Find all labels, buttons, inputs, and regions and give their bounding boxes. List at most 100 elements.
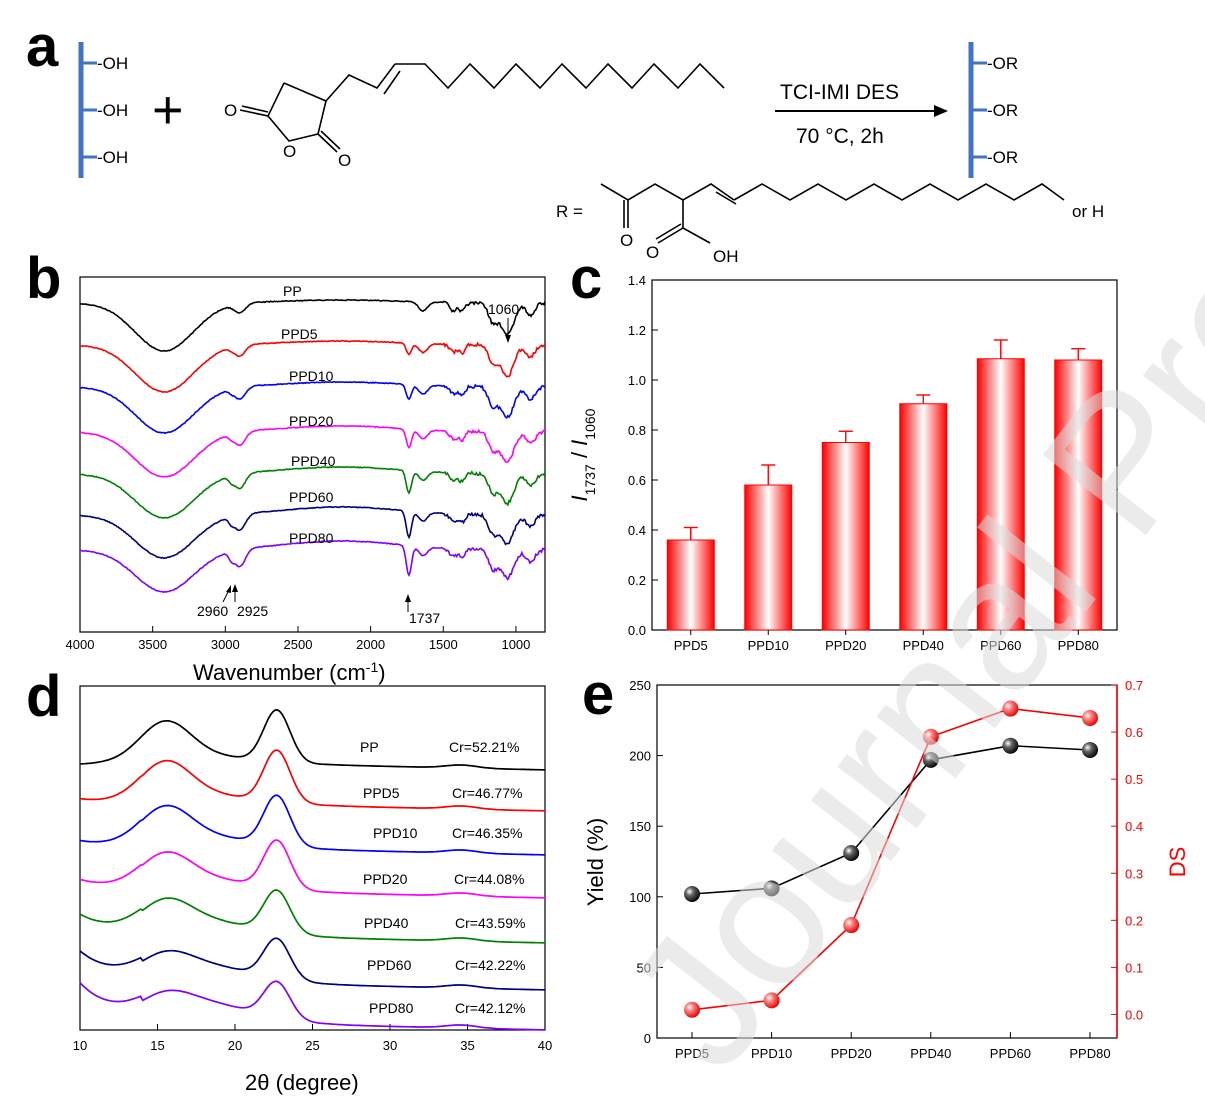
- b-series-label: PPD80: [289, 530, 334, 546]
- r-alkene-double: [715, 191, 737, 205]
- panel-a-letter: a: [26, 14, 59, 79]
- e-point-ds: [684, 1001, 700, 1018]
- panel-e-letter: e: [582, 662, 614, 727]
- carbonyl-bond-1b: [241, 105, 269, 113]
- panel-c-y-title: I1737 / I1060: [567, 408, 598, 501]
- peak-2925-arrowhead: [232, 584, 238, 592]
- panel-c-frame: [651, 279, 1118, 631]
- d-x-tick-label: 30: [383, 1038, 397, 1053]
- alkenyl-chain-start: [325, 63, 396, 102]
- c-y-tick-label: 0.6: [628, 473, 646, 488]
- e-x-tick-label: PPD60: [990, 1046, 1031, 1061]
- c-y-tick-label: 0.8: [628, 423, 646, 438]
- reagent-label: TCI-IMI DES: [780, 81, 899, 104]
- panel-c-bars: PPD5 PPD10 PPD20 PPD40 PPD60 PPD80: [666, 339, 1103, 653]
- peak-2960-arrowhead: [226, 585, 231, 593]
- d-x-tick-label: 35: [460, 1038, 474, 1053]
- e-line-ds: [691, 707, 1091, 1011]
- panel-c-y-title-i2: I: [567, 440, 592, 446]
- peak-1737-arrowhead: [405, 594, 411, 602]
- e-x-tick-label: PPD20: [831, 1046, 872, 1061]
- ester-label-2: -OR: [987, 101, 1018, 120]
- b-spectrum-ppd10: [79, 380, 546, 435]
- d-series-label: PPD5: [363, 785, 400, 801]
- panel-e-y-title: Yield (%): [583, 818, 608, 906]
- b-x-tick-label: 1000: [501, 637, 530, 652]
- d-x-tick-label: 10: [73, 1038, 87, 1053]
- panel-d-letter: d: [26, 664, 61, 729]
- e-line-yield: [691, 744, 1091, 895]
- e-point-yield: [763, 880, 780, 897]
- panel-c-y-title-slash: /: [567, 446, 592, 464]
- hydroxyl-label-2: -OH: [97, 101, 128, 120]
- d-crystallinity-label: Cr=46.77%: [452, 785, 522, 801]
- d-pattern-ppd80: [79, 980, 546, 1031]
- panel-d-frame: [79, 685, 546, 1031]
- panel-c-y-title-sub1: 1737: [582, 464, 598, 495]
- d-crystallinity-label: Cr=44.08%: [454, 871, 524, 887]
- panel-d-x-title: 2θ (degree): [245, 1070, 359, 1095]
- b-spectrum-ppd60: [79, 505, 546, 560]
- panel-e-series: [684, 700, 1098, 1018]
- b-x-tick-label: 1500: [429, 637, 458, 652]
- e-y-tick-label: 150: [629, 819, 651, 834]
- r-acid-oxygen: O: [646, 243, 659, 262]
- b-spectrum-ppd80: [80, 539, 546, 594]
- d-series-label: PPD40: [364, 915, 409, 931]
- e-point-ds: [843, 917, 860, 934]
- r-group-structure: [600, 183, 1065, 244]
- panel-b-x-title-end: ): [378, 660, 385, 685]
- d-pattern-ppd20: [79, 839, 546, 899]
- dodecenyl-succinic-anhydride: [239, 62, 725, 153]
- c-x-tick-label: PPD40: [903, 638, 944, 653]
- d-x-tick-label: 25: [305, 1038, 319, 1053]
- carbonyl-oxygen-2: O: [338, 151, 351, 170]
- b-spectrum-ppd20: [79, 424, 546, 478]
- ring-oxygen: O: [283, 142, 296, 161]
- d-pattern-ppd40: [79, 889, 546, 944]
- d-crystallinity-label: Cr=42.22%: [455, 957, 525, 973]
- panel-c-axes: 0.0 0.2 0.4 0.6 0.8 1.0 1.2 1.4: [628, 273, 658, 638]
- r-carboxyl: [682, 200, 711, 244]
- e-point-ds: [1082, 709, 1098, 726]
- c-bar-ppd20: [821, 442, 870, 631]
- e-y2-tick-label: 0.1: [1125, 960, 1143, 975]
- r-alkyl-chain: [733, 183, 1065, 201]
- e-point-ds: [922, 728, 939, 745]
- e-y-tick-label: 0: [644, 1031, 651, 1046]
- conditions-label: 70 °C, 2h: [796, 125, 884, 148]
- e-x-tick-label: PPD40: [910, 1046, 951, 1061]
- carbonyl-bond-2: [317, 133, 338, 153]
- b-series-label: PPD5: [281, 326, 318, 342]
- d-series-label: PP: [360, 739, 379, 755]
- hydroxyl-label-1: -OH: [97, 54, 128, 73]
- panel-d-x-ticks: 10 15 20 25 30 35 40: [73, 1024, 552, 1053]
- c-x-tick-label: PPD5: [674, 638, 708, 653]
- panel-d-patterns: [79, 709, 546, 1031]
- d-pattern-pp: [79, 709, 546, 771]
- e-point-yield: [1082, 741, 1098, 758]
- e-y-tick-label: 50: [637, 960, 651, 975]
- b-x-tick-label: 3000: [211, 637, 240, 652]
- d-crystallinity-label: Cr=43.59%: [455, 915, 525, 931]
- b-series-label: PPD20: [289, 413, 334, 429]
- e-y2-tick-label: 0.7: [1125, 678, 1143, 693]
- panel-b-x-title: Wavenumber (cm-1): [193, 659, 386, 685]
- b-x-tick-label: 3500: [138, 637, 167, 652]
- peak-1060-arrowhead: [505, 335, 511, 343]
- e-point-yield: [843, 845, 860, 862]
- e-point-ds: [1002, 700, 1019, 717]
- d-crystallinity-label: Cr=42.12%: [455, 1000, 525, 1016]
- c-y-tick-label: 1.2: [628, 323, 646, 338]
- c-bar-ppd5: [666, 539, 715, 631]
- panel-e: e 0 50 100 150 200 250 0.0 0.1 0.2 0.3 0.4 0.5 0.6 0.…: [582, 662, 1190, 1061]
- carbonyl-oxygen-1: O: [224, 101, 237, 120]
- b-series-label: PPD60: [289, 489, 334, 505]
- peak-2960-label: 2960: [197, 603, 228, 619]
- d-x-tick-label: 20: [228, 1038, 242, 1053]
- e-x-tick-label: PPD5: [675, 1046, 709, 1061]
- r-group-label: R =: [556, 202, 583, 221]
- d-x-tick-label: 15: [150, 1038, 164, 1053]
- d-series-label: PPD20: [363, 871, 408, 887]
